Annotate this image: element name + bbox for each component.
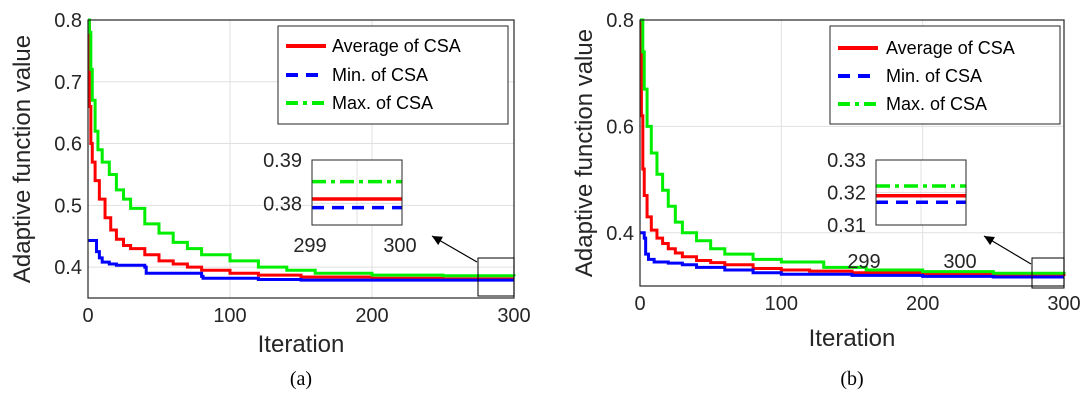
y-tick-label: 0.7 (54, 72, 82, 94)
y-tick-label: 0.6 (606, 116, 634, 138)
y-tick-label: 0.4 (606, 223, 634, 245)
inset-y-tick-label: 0.39 (263, 150, 302, 172)
x-tick-label: 200 (906, 293, 939, 315)
inset-y-tick-label: 0.32 (827, 183, 866, 205)
series-line (87, 18, 516, 278)
y-tick-label: 0.4 (54, 257, 82, 279)
series-line (639, 18, 1066, 277)
legend-label: Min. of CSA (332, 65, 428, 85)
legend-label: Max. of CSA (332, 93, 433, 113)
zoom-arrowhead (432, 236, 443, 246)
x-tick-label: 300 (1047, 293, 1080, 315)
x-tick-label: 100 (213, 305, 246, 327)
x-tick-label: 300 (497, 305, 530, 327)
y-tick-label: 0.8 (54, 10, 82, 32)
axes-frame (87, 19, 515, 299)
inset-frame (875, 159, 967, 226)
x-tick-label: 0 (634, 293, 645, 315)
x-axis-label: Iteration (258, 331, 345, 358)
inset-frame (311, 159, 403, 226)
y-axis-label: Adaptive function value (9, 35, 36, 283)
chart-panel: 0 100 200 300 0.4 0.5 0.6 0.7 0.8 Iteration Adapti… (9, 10, 531, 390)
legend: Average of CSA Min. of CSA Max. of CSA (829, 25, 1061, 125)
series-line (640, 18, 1066, 275)
legend-label: Min. of CSA (886, 66, 982, 86)
x-tick-label: 200 (355, 305, 388, 327)
zoom-region-box (1031, 257, 1065, 289)
legend-label: Average of CSA (332, 36, 461, 56)
inset-y-tick-label: 0.38 (263, 193, 302, 215)
legend-label: Max. of CSA (886, 94, 987, 114)
subfigure-caption: (a) (290, 368, 312, 390)
x-tick-label: 0 (82, 305, 93, 327)
inset-zoom: 0.31 0.32 0.33 299 300 (827, 150, 977, 273)
inset-zoom: 0.38 0.39 299 300 (263, 150, 417, 257)
legend: Average of CSA Min. of CSA Max. of CSA (277, 25, 509, 125)
zoom-region-box (477, 257, 515, 297)
inset-y-tick-label: 0.31 (827, 215, 866, 237)
inset-x-tick-label: 299 (293, 235, 326, 257)
subfigure-caption: (b) (840, 368, 863, 390)
series-line (640, 231, 1064, 279)
inset-x-tick-label: 300 (383, 235, 416, 257)
zoom-arrowhead (984, 236, 995, 246)
legend-label: Average of CSA (886, 38, 1015, 58)
x-tick-label: 100 (765, 293, 798, 315)
axes-frame (639, 19, 1065, 287)
inset-x-tick-label: 299 (847, 251, 880, 273)
y-tick-label: 0.6 (54, 134, 82, 156)
inset-y-tick-label: 0.33 (827, 150, 866, 172)
y-axis-label: Adaptive function value (571, 29, 598, 277)
y-tick-label: 0.8 (606, 10, 634, 32)
series-line (88, 239, 514, 282)
inset-x-tick-label: 300 (943, 251, 976, 273)
series-line (87, 18, 514, 281)
x-axis-label: Iteration (809, 325, 896, 352)
y-tick-label: 0.5 (54, 195, 82, 217)
